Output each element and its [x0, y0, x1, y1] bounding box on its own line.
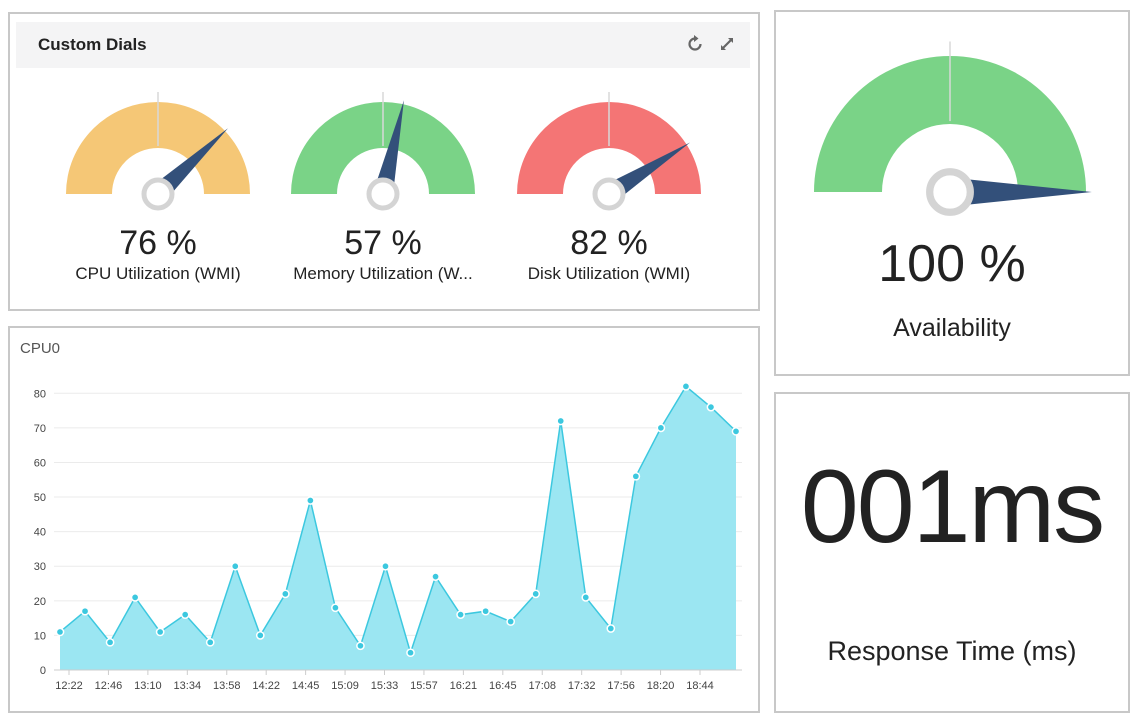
data-point[interactable] [731, 426, 741, 436]
y-tick-label: 10 [34, 630, 46, 642]
data-point[interactable] [581, 593, 591, 602]
data-point[interactable] [406, 648, 415, 658]
x-tick-label: 13:34 [174, 680, 202, 692]
x-tick-label: 14:45 [292, 680, 320, 692]
y-tick-label: 50 [34, 492, 46, 504]
data-point[interactable] [506, 617, 516, 626]
data-point[interactable] [331, 603, 340, 613]
data-point[interactable] [531, 589, 541, 599]
x-tick-label: 16:21 [450, 680, 478, 692]
data-point[interactable] [55, 627, 65, 637]
memory-gauge-graphic [291, 92, 475, 211]
memory-utilization-dial: 57 % Memory Utilization (W... [273, 84, 493, 294]
data-point[interactable] [456, 610, 465, 620]
x-tick-label: 18:44 [686, 680, 714, 692]
availability-gauge-hub [926, 168, 974, 216]
data-point[interactable] [631, 471, 641, 481]
cpu0-chart-panel: CPU0 0 10 20 30 40 50 60 70 80 12:22 12:46 13:10 13:… [8, 326, 760, 713]
memory-gauge-hub [366, 177, 400, 211]
x-tick-label: 15:57 [410, 680, 438, 692]
y-tick-label: 60 [34, 457, 46, 469]
data-point[interactable] [155, 627, 165, 637]
disk-gauge-needle [603, 142, 691, 203]
disk-gauge-graphic [517, 92, 701, 211]
cpu-utilization-label: CPU Utilization (WMI) [75, 264, 241, 283]
availability-label: Availability [893, 314, 1011, 342]
disk-utilization-label: Disk Utilization (WMI) [527, 264, 691, 283]
data-point[interactable] [105, 637, 115, 647]
x-tick-label: 14:22 [252, 680, 280, 692]
data-point[interactable] [255, 631, 265, 640]
x-tick-label: 17:56 [607, 680, 635, 692]
data-point[interactable] [606, 624, 616, 633]
response-time-label: Response Time (ms) [827, 636, 1077, 666]
x-tick-label: 15:33 [371, 680, 399, 692]
data-point[interactable] [80, 606, 90, 616]
data-point[interactable] [681, 382, 691, 391]
y-tick-label: 70 [34, 423, 46, 435]
y-tick-label: 0 [40, 665, 46, 677]
disk-utilization-dial: 82 % Disk Utilization (WMI) [499, 84, 719, 294]
dials-panel-title: Custom Dials [38, 35, 147, 54]
y-tick-label: 30 [34, 561, 46, 573]
x-tick-label: 12:22 [55, 680, 83, 692]
y-tick-label: 80 [34, 388, 46, 400]
data-point[interactable] [556, 416, 566, 426]
x-tick-label: 18:20 [647, 680, 675, 692]
disk-gauge-band [517, 102, 701, 194]
data-point[interactable] [180, 610, 190, 620]
data-point[interactable] [130, 593, 140, 602]
x-tick-label: 12:46 [95, 680, 123, 692]
memory-utilization-label: Memory Utilization (W... [293, 264, 473, 283]
response-time-value: 001ms [800, 449, 1105, 565]
availability-gauge-graphic [814, 41, 1092, 216]
response-time-panel: 001ms Response Time (ms) [774, 392, 1130, 713]
availability-gauge-band [814, 56, 1086, 192]
cpu0-area [60, 386, 736, 670]
x-tick-label: 17:08 [528, 680, 556, 692]
x-tick-label: 17:32 [568, 680, 596, 692]
availability-panel: 100 % Availability [774, 10, 1130, 376]
memory-gauge-needle [373, 100, 404, 197]
expand-icon[interactable] [716, 33, 738, 55]
cpu-gauge-hub [141, 177, 175, 211]
y-tick-label: 40 [34, 527, 46, 539]
memory-utilization-value: 57 % [344, 224, 422, 262]
x-tick-label: 15:09 [331, 680, 359, 692]
availability-gauge-needle [950, 177, 1092, 207]
refresh-icon[interactable] [684, 33, 706, 55]
data-point[interactable] [306, 496, 315, 505]
availability-value: 100 % [878, 235, 1026, 293]
cpu0-line [59, 385, 737, 656]
data-point[interactable] [280, 589, 290, 599]
dials-panel-header: Custom Dials [16, 22, 750, 68]
data-point[interactable] [230, 561, 240, 571]
data-point[interactable] [656, 423, 666, 433]
custom-dials-panel: Custom Dials 76 % CPU Utilization (WMI) … [8, 12, 760, 311]
x-tick-label: 13:58 [213, 680, 241, 692]
cpu-gauge-band [66, 102, 250, 194]
disk-gauge-hub [592, 177, 626, 211]
data-point[interactable] [481, 606, 490, 616]
cpu-utilization-dial: 76 % CPU Utilization (WMI) [48, 84, 268, 294]
x-tick-label: 13:10 [134, 680, 162, 692]
memory-gauge-band [291, 102, 475, 194]
data-point[interactable] [381, 561, 390, 571]
cpu-gauge-graphic [66, 92, 250, 211]
data-point[interactable] [356, 641, 365, 651]
y-tick-label: 20 [34, 596, 46, 608]
chart-title: CPU0 [20, 340, 61, 357]
data-point[interactable] [205, 637, 215, 647]
cpu0-area-chart: 0 10 20 30 40 50 60 70 80 12:22 12:46 13:10 13:34 13:… [34, 382, 742, 692]
cpu-utilization-value: 76 % [119, 224, 197, 262]
data-point[interactable] [431, 572, 440, 581]
x-tick-label: 16:45 [489, 680, 517, 692]
disk-utilization-value: 82 % [570, 224, 648, 262]
data-point[interactable] [706, 402, 716, 412]
cpu-gauge-needle [151, 128, 228, 202]
